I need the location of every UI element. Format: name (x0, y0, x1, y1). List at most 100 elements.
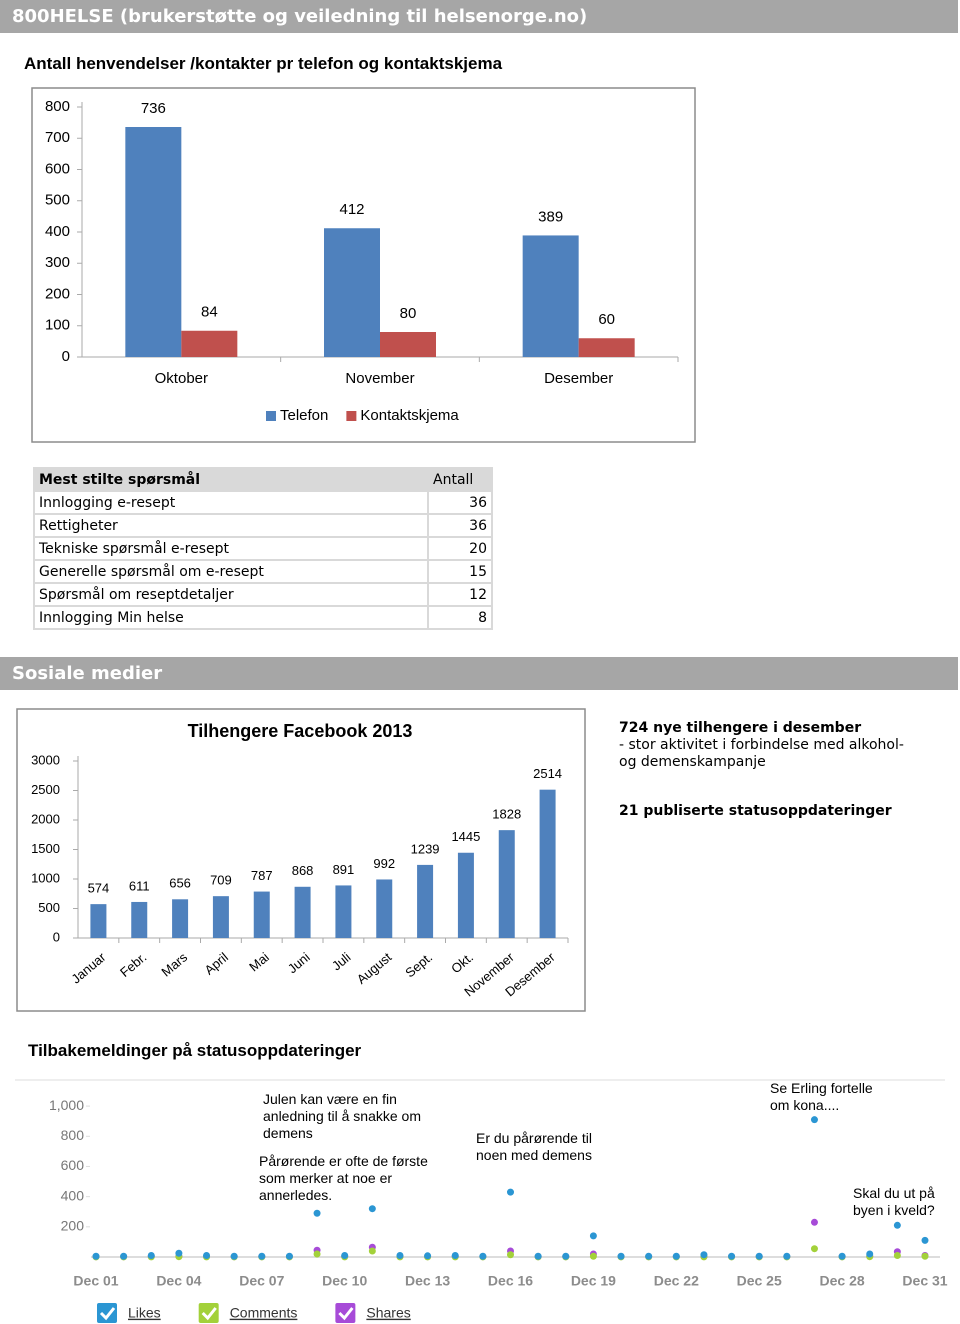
point (728, 1252, 736, 1260)
y-tick-label: 400 (45, 223, 70, 240)
point (507, 1251, 514, 1259)
table-row: Innlogging e-resept 36 (33, 490, 493, 515)
y-tick-label: 1500 (31, 841, 60, 856)
x-tick-label: Desember (544, 370, 613, 387)
table-header: Mest stilte spørsmål (33, 467, 429, 492)
table-cell: 36 (427, 490, 493, 515)
bar (417, 864, 434, 938)
x-tick-label: Dec 25 (737, 1273, 782, 1289)
y-tick-label: 200 (45, 285, 70, 302)
table-row: Spørsmål om reseptdetaljer 12 (33, 582, 493, 607)
table-cell: 36 (427, 513, 493, 538)
chart-title: Antall henvendelser /kontakter pr telefo… (24, 54, 503, 73)
table-cell: 15 (427, 559, 493, 584)
y-tick-label: 800 (61, 1127, 85, 1143)
bar (335, 885, 352, 938)
note: - stor aktivitet i forbindelse med alkoh… (619, 737, 904, 770)
y-tick-label: 500 (38, 900, 60, 915)
value-label: 389 (538, 208, 563, 225)
bar (212, 896, 229, 938)
notes: 724 nye tilhengere i desember - stor akt… (619, 720, 919, 820)
x-tick-label: Dec 19 (571, 1273, 616, 1289)
point (313, 1250, 321, 1258)
y-tick-label: 1000 (31, 870, 60, 885)
y-tick-label: 2500 (31, 782, 60, 797)
point (92, 1252, 100, 1260)
point (258, 1252, 266, 1260)
point (147, 1251, 155, 1259)
point (589, 1252, 597, 1260)
point (755, 1252, 763, 1260)
value-label: 1239 (411, 841, 440, 856)
table-row: Rettigheter 36 (33, 513, 493, 538)
point (175, 1249, 183, 1257)
bar (498, 830, 515, 938)
point (203, 1251, 211, 1259)
value-label: 736 (141, 100, 166, 117)
bar (181, 330, 238, 357)
point (672, 1252, 680, 1260)
point (424, 1252, 432, 1260)
value-label: 80 (400, 305, 417, 322)
annotation: Julen kan være en fin anledning til å sn… (263, 1091, 421, 1141)
bar (539, 789, 556, 938)
legend-label: Telefon (280, 407, 328, 424)
legend-label: Likes (128, 1305, 161, 1321)
point (589, 1232, 597, 1240)
bar (380, 332, 436, 357)
point (341, 1251, 349, 1259)
value-label: 891 (333, 862, 355, 877)
y-tick-label: 700 (45, 129, 70, 146)
value-label: 60 (598, 311, 615, 328)
bar (376, 879, 393, 938)
legend-checkbox (97, 1303, 117, 1323)
point (479, 1252, 487, 1260)
point (368, 1205, 376, 1213)
point (617, 1252, 625, 1260)
bar (131, 901, 148, 938)
bar (324, 228, 380, 357)
value-label: 656 (169, 876, 191, 891)
table-row: Generelle spørsmål om e-resept 15 (33, 559, 493, 584)
point (285, 1252, 293, 1260)
point (368, 1247, 376, 1255)
legend-checkbox (335, 1303, 356, 1323)
table-row: Tekniske spørsmål e-resept 20 (33, 536, 493, 561)
x-tick-label: Dec 16 (488, 1273, 533, 1289)
table-cell: Spørsmål om reseptdetaljer (33, 582, 429, 607)
value-label: 84 (201, 304, 218, 321)
section-header: Sosiale medier (0, 657, 958, 690)
y-tick-label: 600 (45, 160, 70, 177)
y-tick-label: 3000 (31, 752, 60, 767)
y-tick-label: 400 (61, 1187, 85, 1203)
x-tick-label: Dec 31 (902, 1273, 947, 1289)
table-row: Innlogging Min helse 8 (33, 605, 493, 630)
legend-swatch (346, 411, 357, 421)
bar (90, 904, 107, 938)
legend-check (338, 1307, 354, 1321)
legend-label: Shares (366, 1305, 410, 1321)
y-tick-label: 500 (45, 192, 70, 209)
legend-label: Kontaktskjema (360, 407, 459, 424)
x-tick-label: Dec 07 (239, 1273, 284, 1289)
table-cell: Generelle spørsmål om e-resept (33, 559, 429, 584)
point (230, 1252, 238, 1260)
chart-frame (16, 708, 586, 1012)
point (921, 1236, 929, 1244)
point (562, 1252, 570, 1260)
point (451, 1251, 459, 1259)
chart-title: Tilbakemeldinger på statusoppdateringer (28, 1041, 362, 1060)
point (866, 1250, 874, 1258)
table-header: Antall (427, 467, 493, 492)
legend-swatch (266, 411, 276, 421)
point (921, 1252, 929, 1260)
chart-title: Tilhengere Facebook 2013 (188, 721, 413, 741)
y-tick-label: 300 (45, 254, 70, 271)
x-tick-label: Dec 10 (322, 1273, 367, 1289)
table-cell: 12 (427, 582, 493, 607)
point (120, 1252, 128, 1260)
page-header: 800HELSE (brukerstøtte og veiledning til… (0, 0, 958, 33)
point (313, 1209, 321, 1217)
